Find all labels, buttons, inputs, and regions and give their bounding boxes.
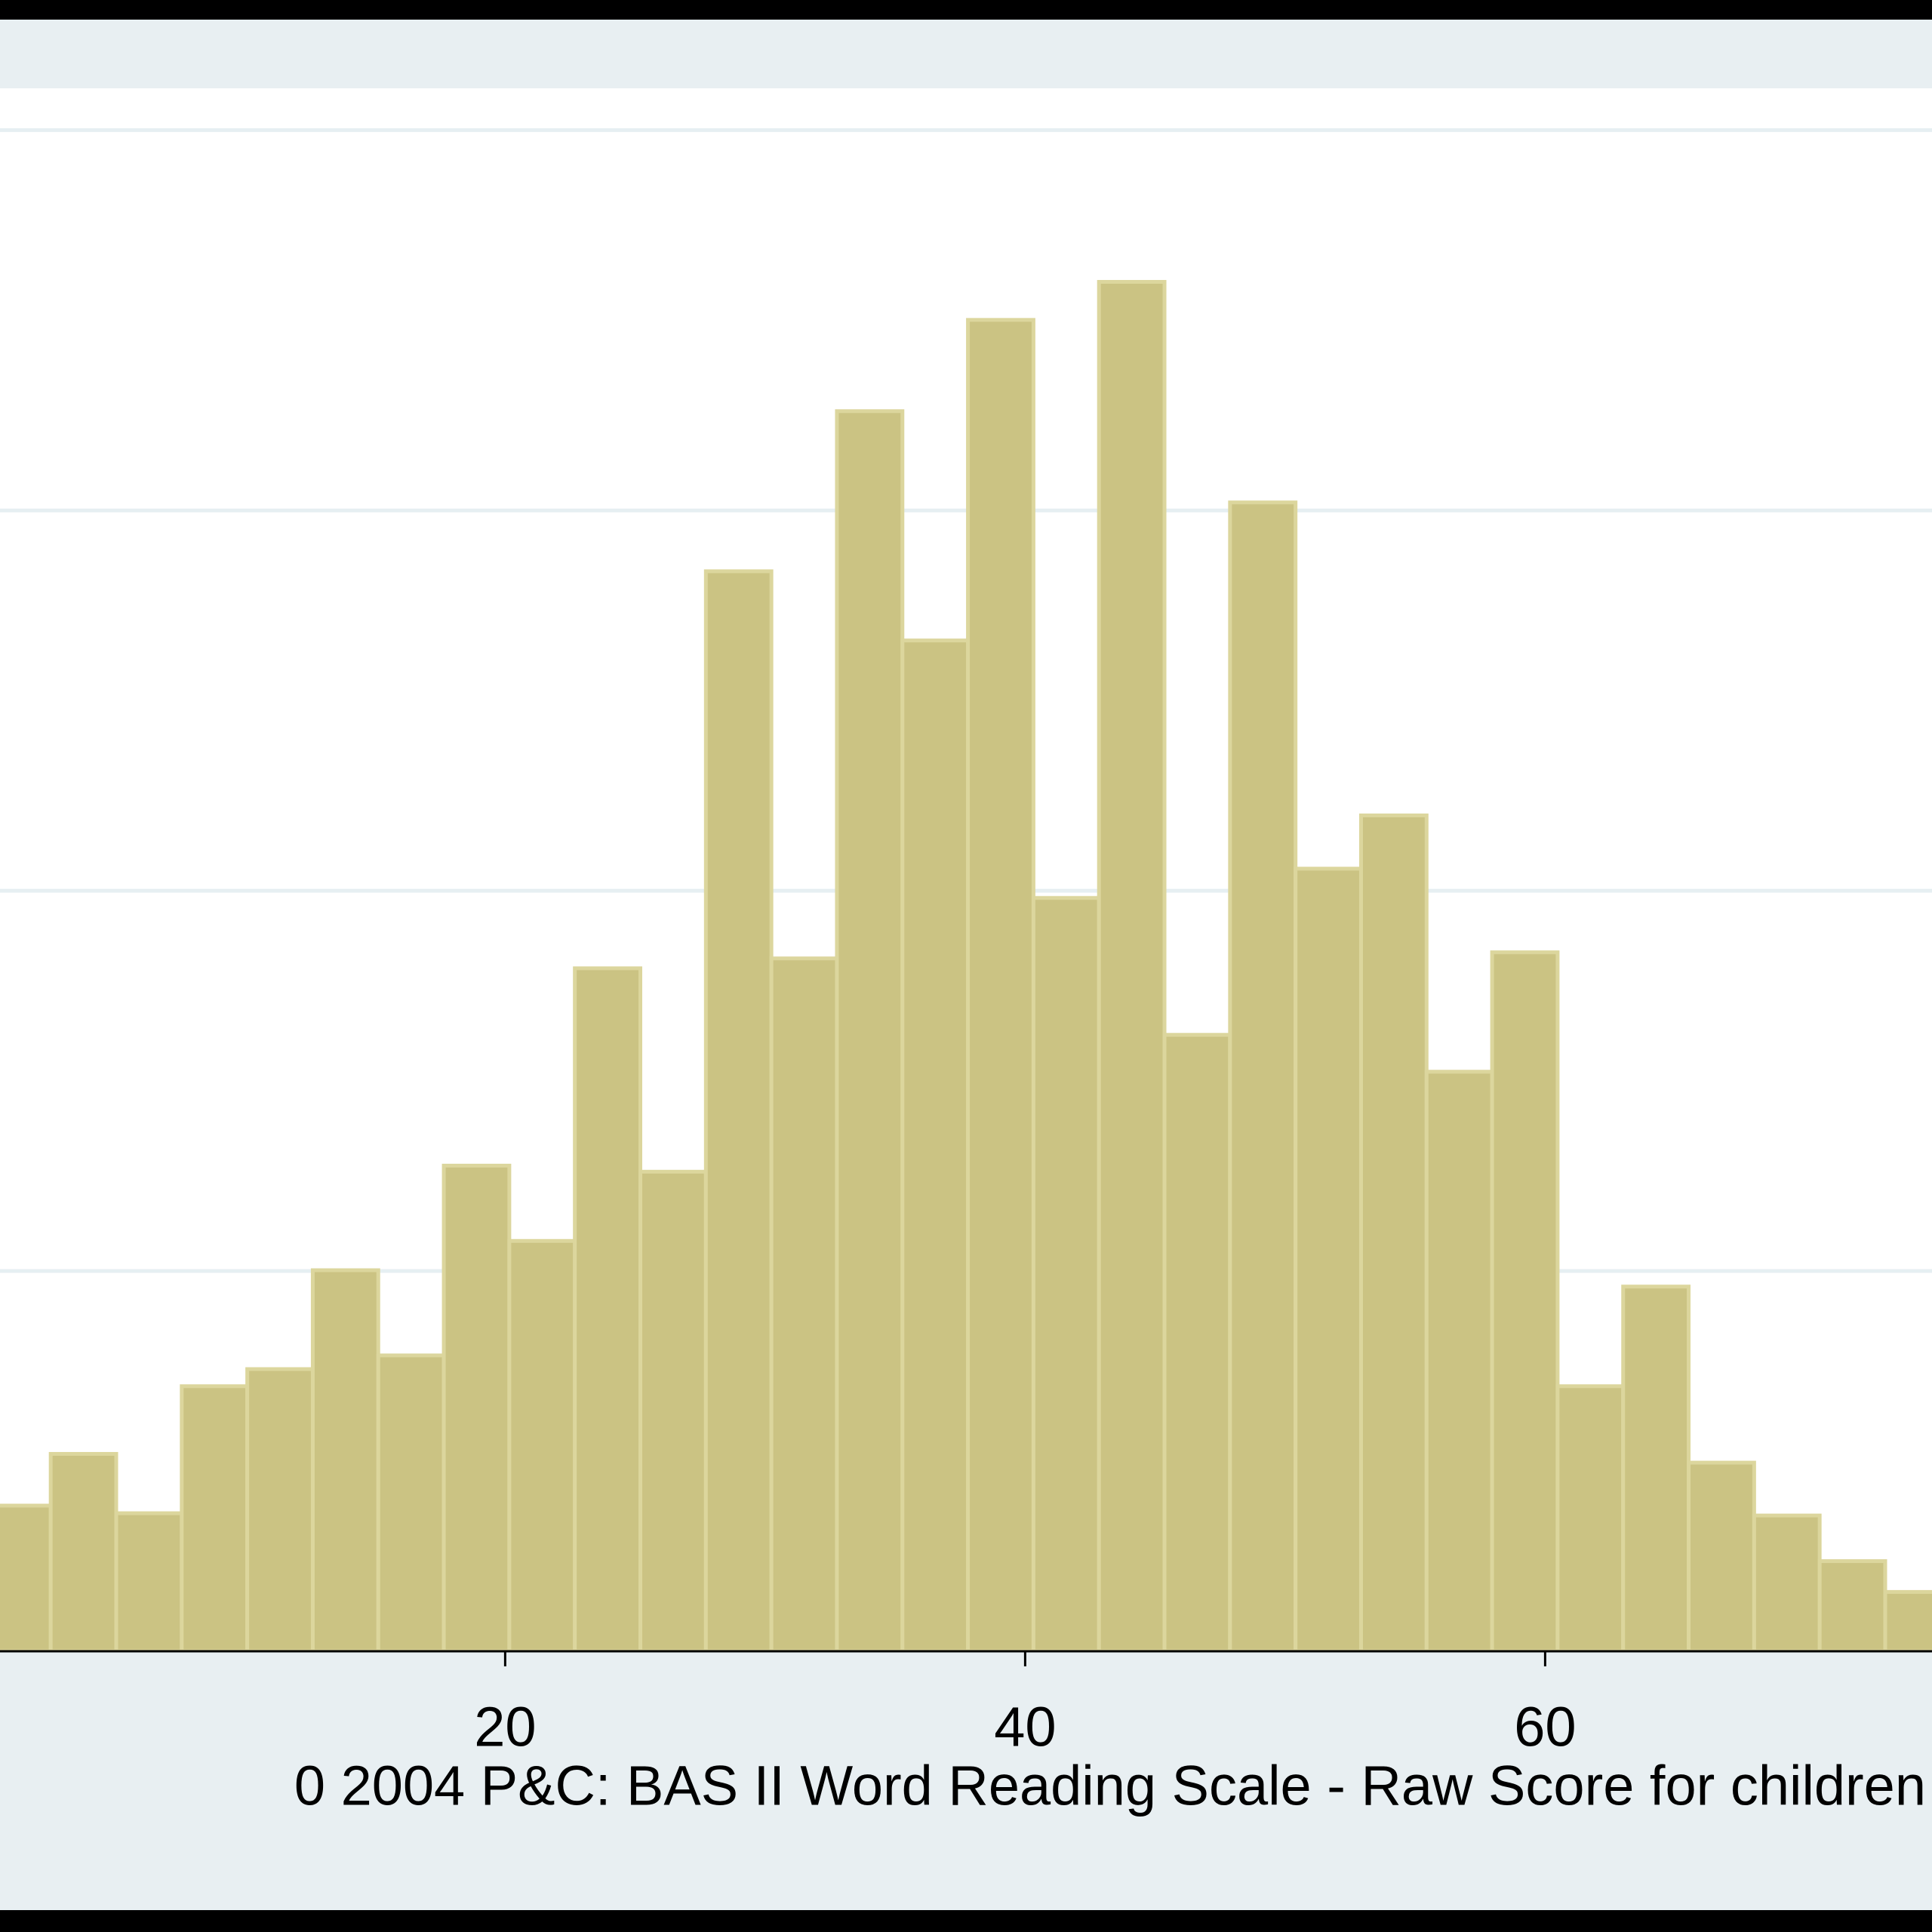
bar xyxy=(114,1511,184,1651)
bar xyxy=(180,1384,250,1651)
bar xyxy=(507,1238,577,1651)
bar xyxy=(900,638,971,1651)
bar xyxy=(1621,1284,1691,1651)
x-tick-label: 60 xyxy=(1514,1696,1576,1758)
bar xyxy=(835,409,905,1651)
bar xyxy=(1294,866,1363,1651)
bar xyxy=(441,1164,512,1651)
bar xyxy=(1817,1559,1887,1651)
bar xyxy=(769,956,839,1651)
x-tick-label: 20 xyxy=(474,1696,536,1758)
bar xyxy=(1031,896,1101,1651)
bar xyxy=(573,966,643,1651)
bar xyxy=(0,1503,53,1651)
bar xyxy=(1883,1589,1932,1651)
bar xyxy=(245,1367,315,1651)
x-tick-label: 40 xyxy=(994,1696,1056,1758)
x-axis: 0 20 40 60 xyxy=(0,1650,1932,1758)
bar xyxy=(376,1353,446,1651)
bar xyxy=(1687,1460,1756,1651)
bar xyxy=(310,1268,380,1651)
bar xyxy=(1162,1032,1232,1651)
bar xyxy=(1424,1069,1494,1651)
bar xyxy=(1752,1513,1822,1651)
bar xyxy=(1555,1384,1626,1651)
bar xyxy=(1358,813,1429,1651)
bars xyxy=(0,279,1932,1651)
x-tick-label: 0 xyxy=(0,1696,1,1758)
x-axis-title: 0 2004 P&C: BAS II Word Reading Scale - … xyxy=(294,1755,1926,1817)
bar xyxy=(1097,279,1167,1651)
bar xyxy=(966,318,1035,1651)
bar xyxy=(1228,500,1298,1651)
bar xyxy=(48,1451,118,1651)
bar xyxy=(1490,950,1560,1651)
bar xyxy=(638,1170,708,1651)
bar xyxy=(703,569,774,1651)
